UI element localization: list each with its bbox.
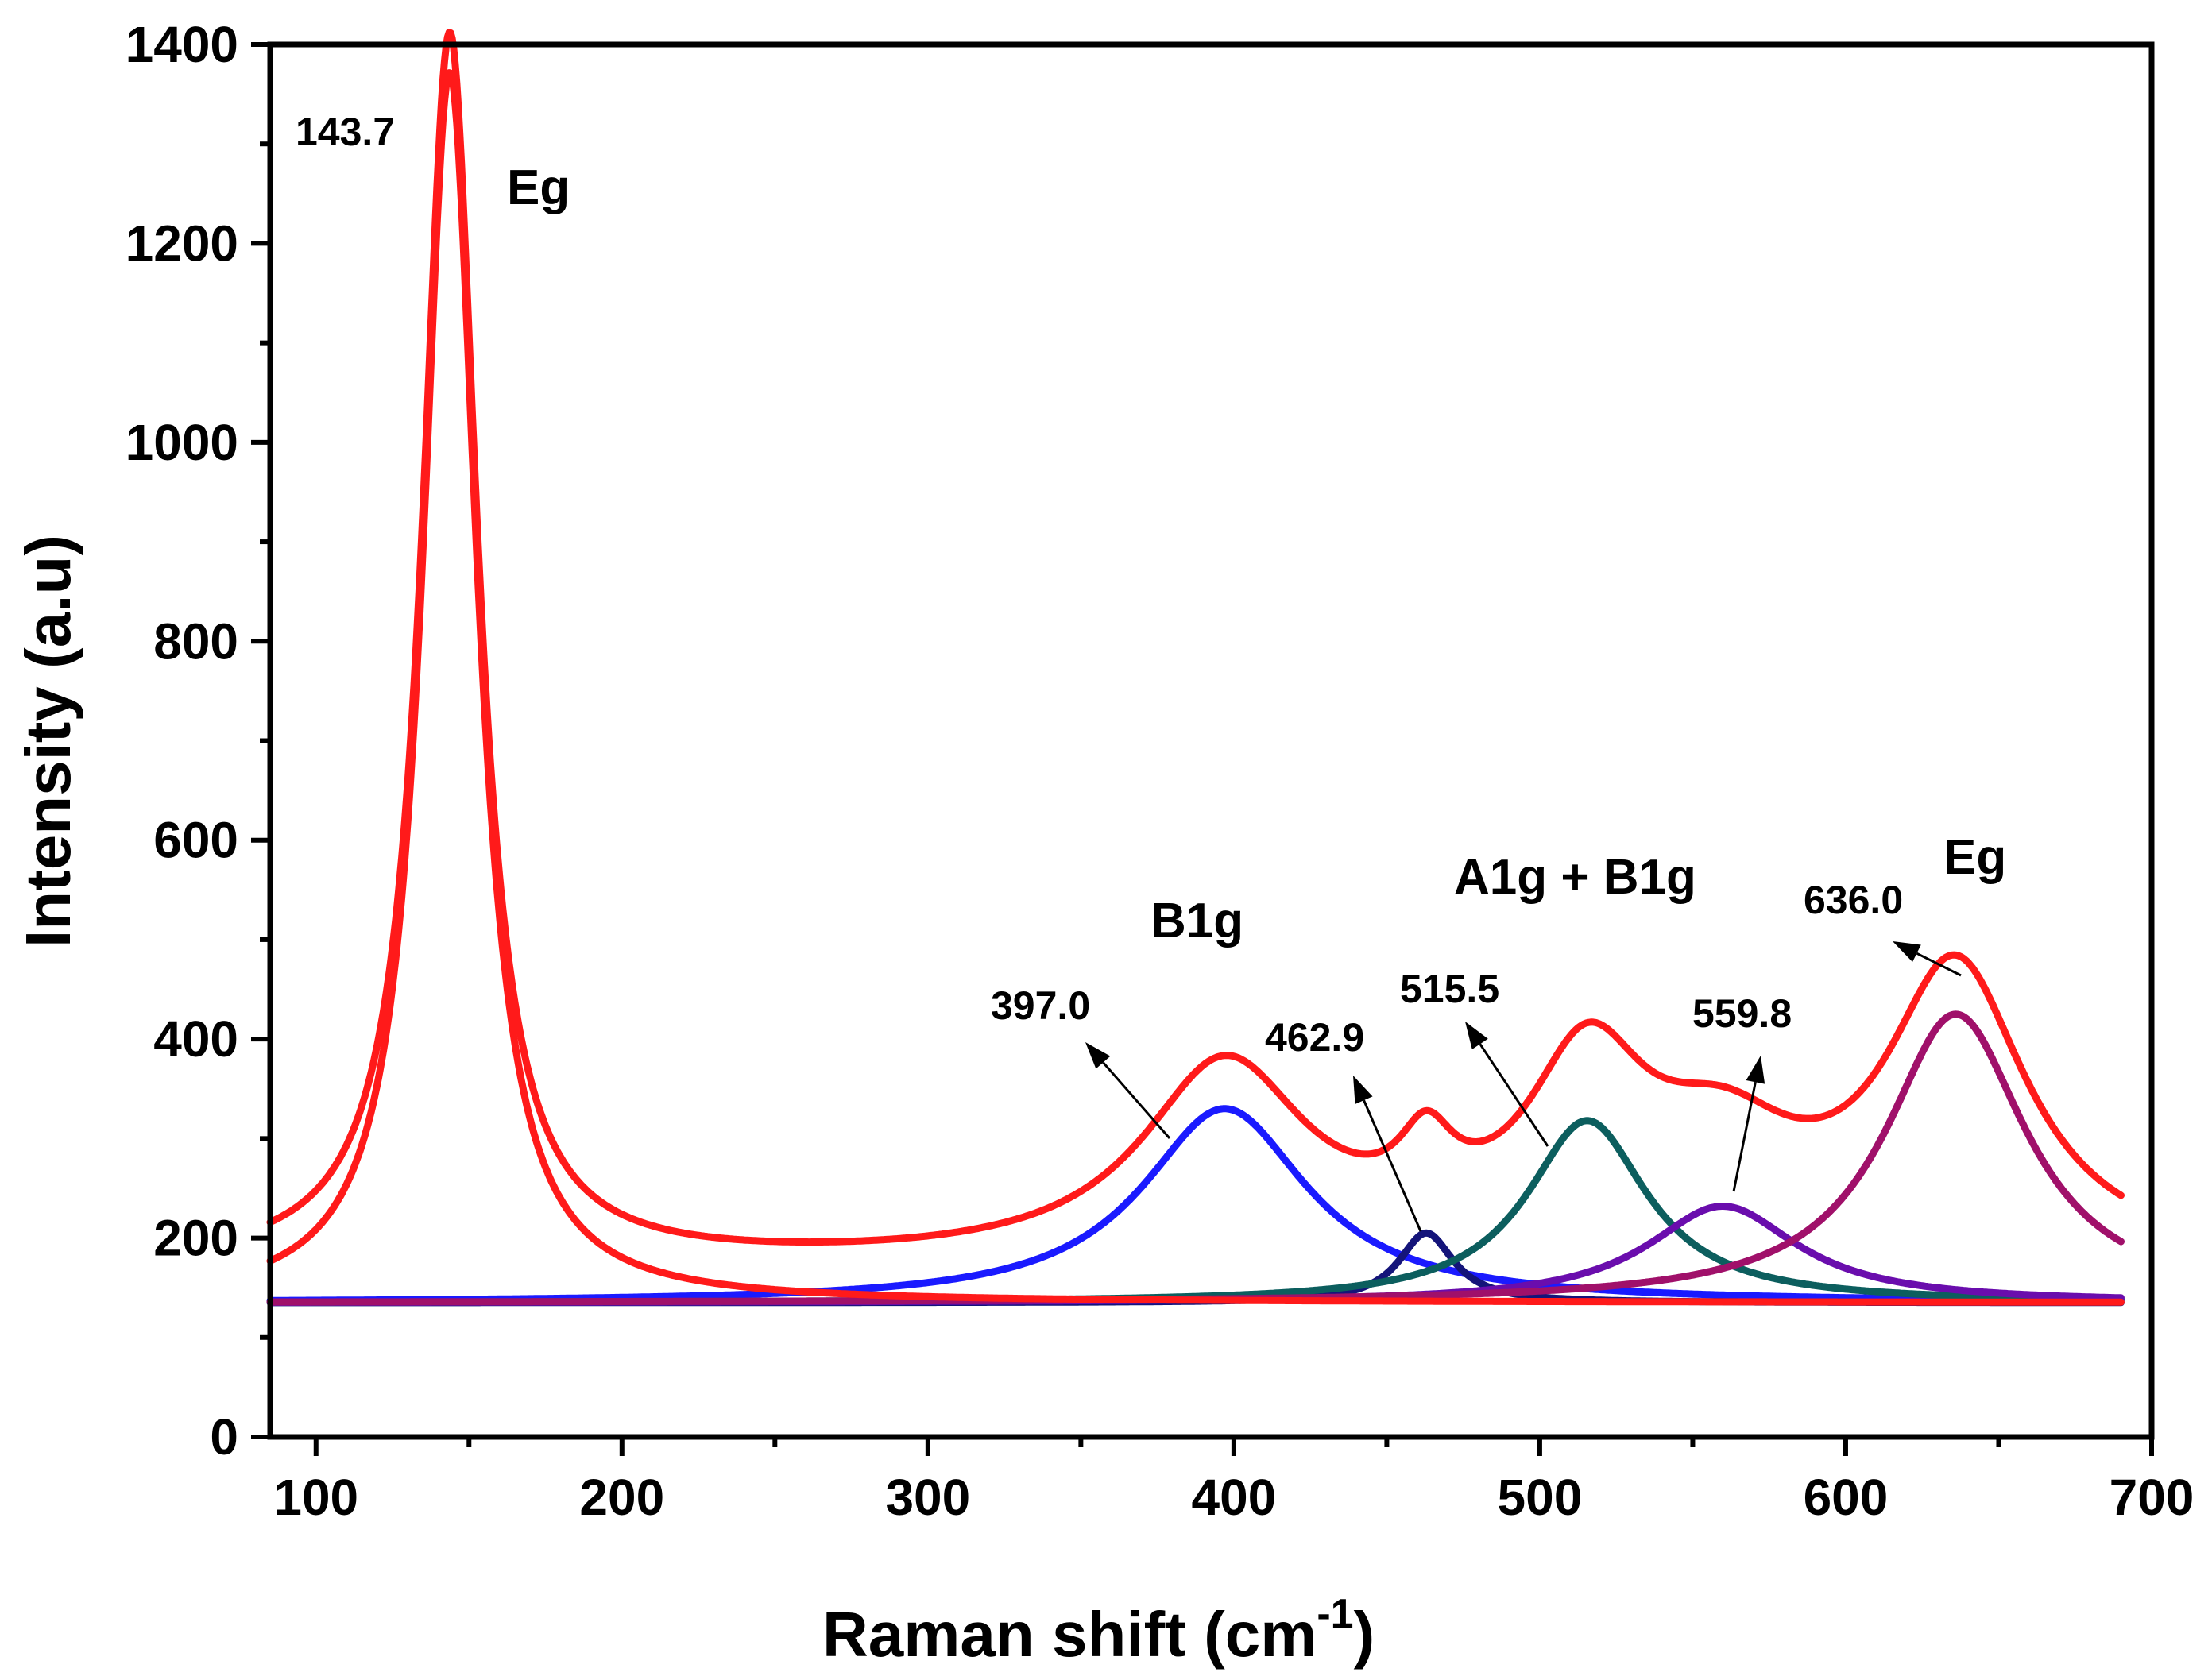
x-tick-label-400: 400 [1191,1469,1276,1526]
arrow-group [1085,941,1962,1232]
y-tick-label-600: 600 [153,812,238,869]
arrow-head-636-0 [1893,941,1921,962]
mode-label-a1g-b1g: A1g + B1g [1454,850,1696,905]
peak-label-515-5: 515.5 [1400,967,1499,1011]
y-tick-label-1000: 1000 [126,414,238,471]
peak-label-397-0: 397.0 [991,983,1090,1028]
y-tick-label-0: 0 [210,1408,238,1466]
y-tick-label-800: 800 [153,612,238,670]
x-tick-label-600: 600 [1804,1469,1889,1526]
arrow-head-462-9 [1353,1076,1373,1104]
peak-label-559-8: 559.8 [1692,991,1792,1036]
arrow-line-397-0 [1102,1061,1171,1139]
series-line-eg-143-7 [266,69,2125,1306]
mode-label-b1g: B1g [1150,894,1243,948]
x-tick-label-700: 700 [2110,1469,2195,1526]
arrow-line-462-9 [1363,1099,1422,1232]
mode-label-eg-1: Eg [507,160,570,215]
y-tick-label-400: 400 [153,1010,238,1068]
curve-group [266,29,2125,1307]
y-tick-label-200: 200 [153,1210,238,1267]
arrow-head-397-0 [1085,1042,1111,1069]
mode-label-eg-2: Eg [1943,830,2006,885]
peak-label-636-0: 636.0 [1804,878,1903,922]
x-tick-label-200: 200 [579,1469,664,1526]
arrow-head-559-8 [1746,1056,1765,1084]
x-tick-label-300: 300 [885,1469,970,1526]
x-tick-label-100: 100 [273,1469,358,1526]
x-axis-title: Raman shift (cm-1) [822,1591,1375,1670]
series-line-cumulative-fit [266,29,2125,1246]
tick-group [251,42,2154,1456]
arrow-line-515-5 [1479,1043,1549,1147]
arrow-head-515-5 [1465,1022,1488,1049]
y-axis-title: Intensity (a.u) [13,535,83,948]
y-tick-label-1200: 1200 [126,214,238,272]
x-tick-label-500: 500 [1498,1469,1583,1526]
peak-label-143-7: 143.7 [296,110,395,154]
arrow-line-559-8 [1732,1082,1757,1192]
arrow-line-636-0 [1916,952,1962,977]
y-tick-label-1400: 1400 [126,16,238,73]
tick-label-group: 100 200 300 400 500 600 700 0 200 400 600 800 1000 12… [126,16,2195,1526]
peak-label-462-9: 462.9 [1265,1015,1364,1060]
